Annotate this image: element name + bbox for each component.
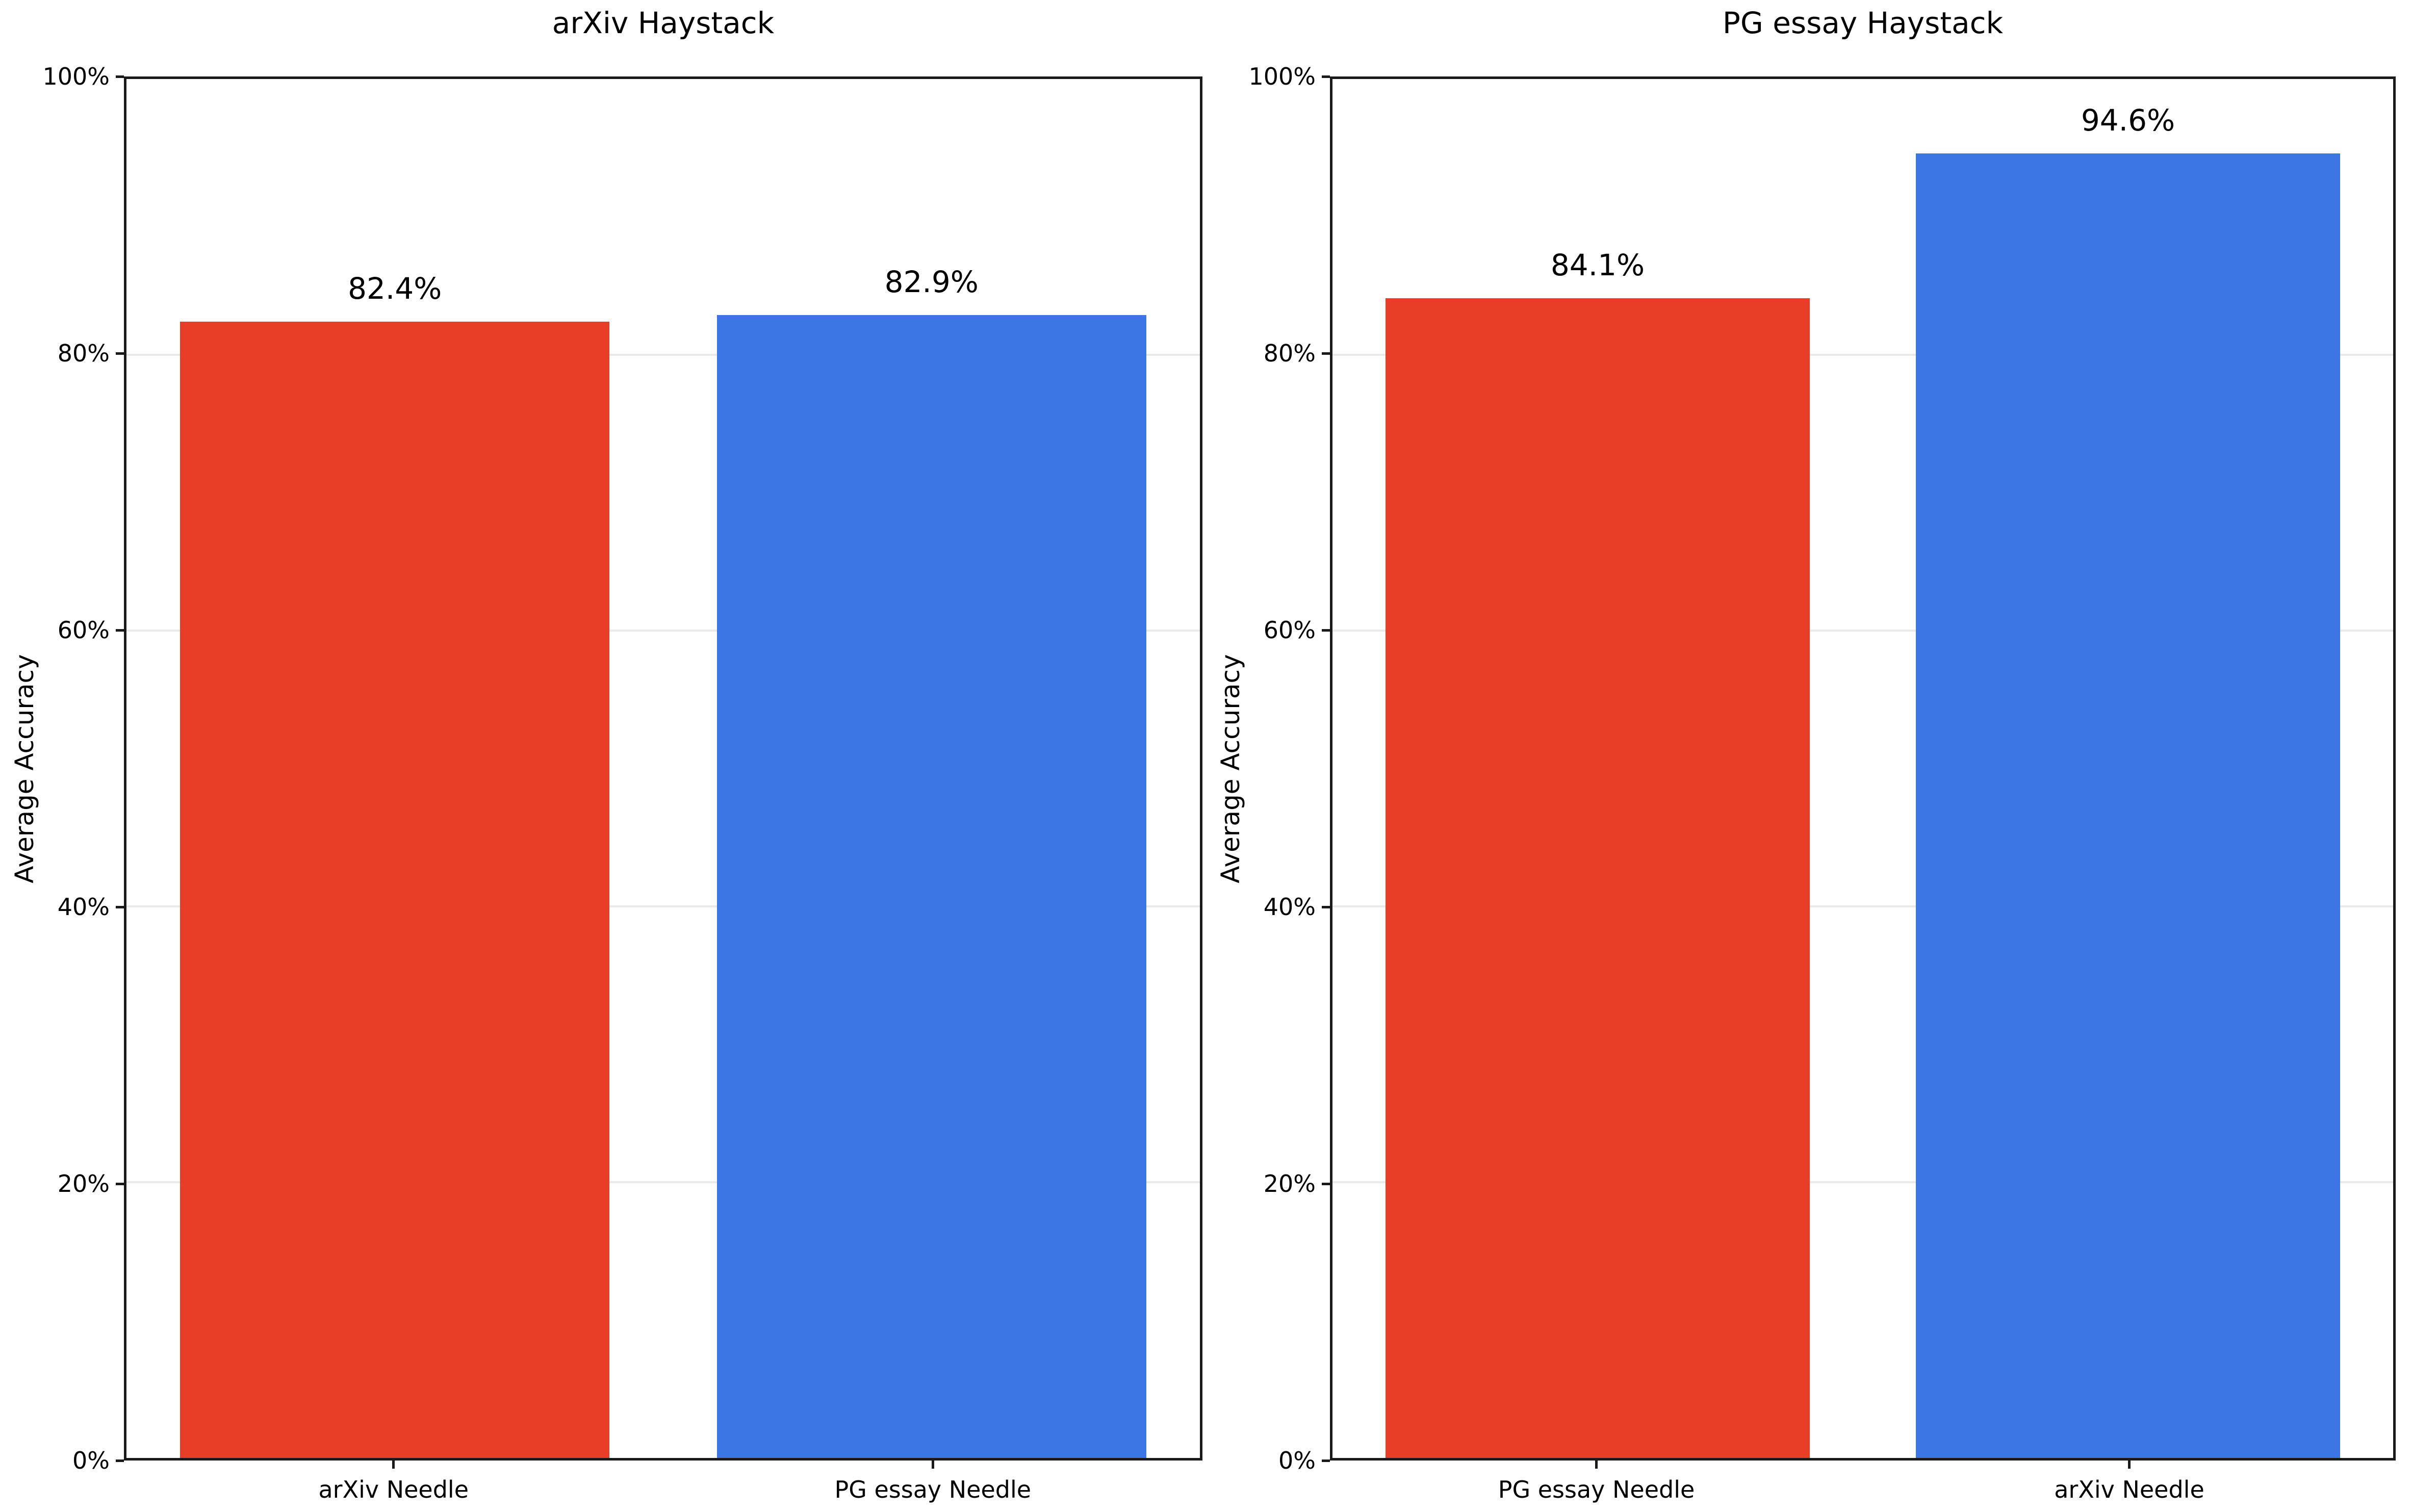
y-axis-tick-label: 60% (57, 616, 110, 644)
chart-title: PG essay Haystack (1722, 6, 2004, 40)
gridline (126, 905, 1200, 907)
plot-area: 82.4% 82.9% (124, 76, 1202, 1461)
x-axis-tick (931, 1461, 934, 1469)
y-axis-tick-label: 20% (57, 1170, 110, 1197)
bar-value-label: 82.9% (884, 264, 979, 299)
gridline (126, 354, 1200, 356)
plot-area: 84.1% 94.6% (1330, 76, 2396, 1461)
x-axis-tick-label: PG essay Needle (1498, 1476, 1695, 1503)
gridline (126, 1181, 1200, 1183)
bar-pg-essay-needle (1386, 298, 1810, 1458)
x-axis-tick-label: arXiv Needle (318, 1476, 469, 1503)
bar-arxiv-needle (1916, 153, 2340, 1458)
y-axis-tick-label: 40% (57, 893, 110, 921)
x-axis-tick-label: arXiv Needle (2054, 1476, 2204, 1503)
y-axis-tick-label: 80% (1263, 340, 1316, 367)
x-axis-tick (2128, 1461, 2131, 1469)
gridline (126, 630, 1200, 632)
bar-value-label: 84.1% (1550, 248, 1645, 283)
y-axis-tick-label: 100% (1248, 63, 1316, 90)
y-axis-tick-label: 100% (42, 63, 110, 90)
y-axis-tick (1322, 352, 1330, 355)
y-axis-tick-label: 0% (72, 1447, 110, 1474)
gridline (1332, 1181, 2393, 1183)
y-axis-tick-label: 40% (1263, 893, 1316, 921)
y-axis-tick (116, 629, 124, 632)
x-axis-tick (392, 1461, 395, 1469)
bar-value-label: 94.6% (2081, 103, 2175, 138)
y-axis-tick-label: 20% (1263, 1170, 1316, 1197)
y-axis-tick (116, 1182, 124, 1185)
x-axis-tick-label: PG essay Needle (834, 1476, 1032, 1503)
y-axis-tick-label: 60% (1263, 616, 1316, 644)
y-axis-tick (1322, 905, 1330, 908)
y-axis-tick-label: 80% (57, 340, 110, 367)
x-axis-tick (1595, 1461, 1598, 1469)
bar-value-label: 82.4% (348, 271, 442, 306)
y-axis-tick (1322, 1459, 1330, 1462)
bar-pg-essay-needle (716, 315, 1146, 1458)
y-axis-tick (116, 1459, 124, 1462)
y-axis-tick (116, 75, 124, 78)
gridline (1332, 905, 2393, 907)
gridline (1332, 630, 2393, 632)
y-axis-tick-label: 0% (1278, 1447, 1316, 1474)
y-axis-label: Average Accuracy (1216, 654, 1245, 883)
y-axis-tick (1322, 1182, 1330, 1185)
y-axis-tick (1322, 75, 1330, 78)
chart-title: arXiv Haystack (552, 6, 775, 40)
bar-arxiv-needle (180, 322, 610, 1458)
y-axis-tick (116, 352, 124, 355)
y-axis-tick (1322, 629, 1330, 632)
gridline (1332, 354, 2393, 356)
y-axis-tick (116, 905, 124, 908)
